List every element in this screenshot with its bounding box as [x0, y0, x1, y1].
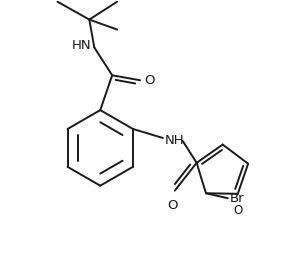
Text: O: O: [144, 74, 155, 87]
Text: NH: NH: [165, 134, 184, 148]
Text: O: O: [233, 204, 242, 217]
Text: HN: HN: [72, 39, 91, 52]
Text: O: O: [168, 199, 178, 212]
Text: Br: Br: [230, 192, 244, 205]
